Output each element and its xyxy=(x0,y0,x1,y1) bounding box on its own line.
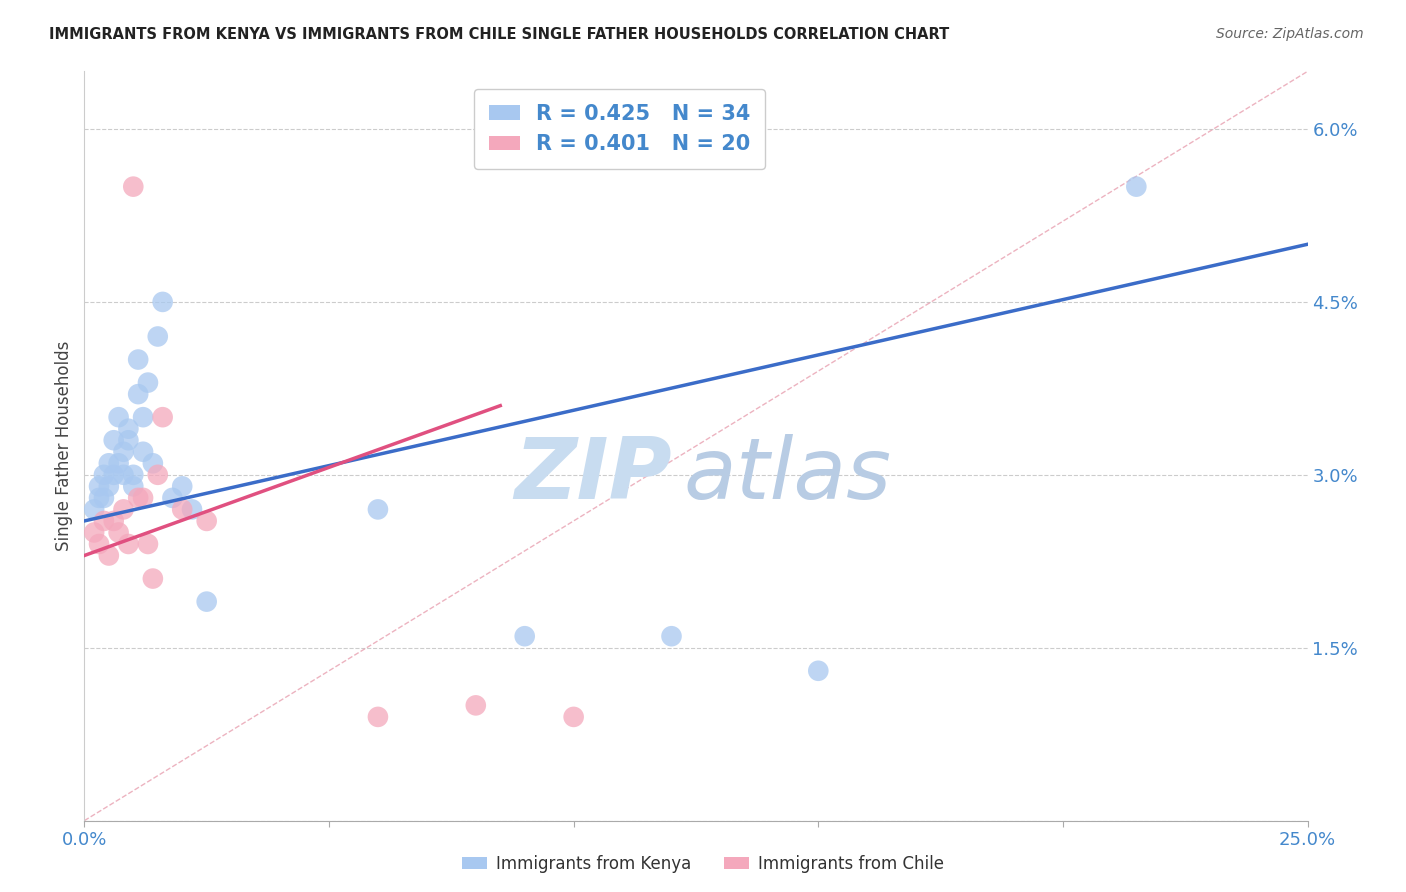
Point xyxy=(93,514,115,528)
Point xyxy=(103,514,125,528)
Point xyxy=(93,467,115,482)
Point xyxy=(97,479,120,493)
Point xyxy=(195,514,218,528)
Point xyxy=(107,525,129,540)
Point xyxy=(103,467,125,482)
Point xyxy=(103,434,125,448)
Point xyxy=(83,525,105,540)
Point xyxy=(661,629,683,643)
Point xyxy=(107,410,129,425)
Point xyxy=(127,352,149,367)
Point xyxy=(136,537,159,551)
Text: atlas: atlas xyxy=(683,434,891,517)
Point xyxy=(464,698,486,713)
Point xyxy=(93,491,115,505)
Point xyxy=(122,467,145,482)
Point xyxy=(87,491,110,505)
Point xyxy=(172,479,194,493)
Text: ZIP: ZIP xyxy=(513,434,672,517)
Point xyxy=(146,329,169,343)
Point xyxy=(107,456,129,470)
Point xyxy=(152,294,174,309)
Point xyxy=(162,491,184,505)
Point xyxy=(146,467,169,482)
Text: IMMIGRANTS FROM KENYA VS IMMIGRANTS FROM CHILE SINGLE FATHER HOUSEHOLDS CORRELAT: IMMIGRANTS FROM KENYA VS IMMIGRANTS FROM… xyxy=(49,27,949,42)
Point xyxy=(87,537,110,551)
Point xyxy=(87,479,110,493)
Point xyxy=(112,444,135,458)
Legend: Immigrants from Kenya, Immigrants from Chile: Immigrants from Kenya, Immigrants from C… xyxy=(456,848,950,880)
Text: Source: ZipAtlas.com: Source: ZipAtlas.com xyxy=(1216,27,1364,41)
Point xyxy=(117,537,139,551)
Point xyxy=(132,410,155,425)
Point xyxy=(122,179,145,194)
Legend: R = 0.425   N = 34, R = 0.401   N = 20: R = 0.425 N = 34, R = 0.401 N = 20 xyxy=(474,89,765,169)
Y-axis label: Single Father Households: Single Father Households xyxy=(55,341,73,551)
Point xyxy=(195,594,218,608)
Point xyxy=(172,502,194,516)
Point xyxy=(367,710,389,724)
Point xyxy=(136,376,159,390)
Point xyxy=(132,491,155,505)
Point xyxy=(97,456,120,470)
Point xyxy=(807,664,830,678)
Point xyxy=(83,502,105,516)
Point xyxy=(367,502,389,516)
Point xyxy=(142,456,165,470)
Point xyxy=(112,502,135,516)
Point xyxy=(513,629,536,643)
Point xyxy=(152,410,174,425)
Point xyxy=(127,387,149,401)
Point xyxy=(132,444,155,458)
Point xyxy=(97,549,120,563)
Point xyxy=(127,491,149,505)
Point xyxy=(562,710,585,724)
Point xyxy=(112,467,135,482)
Point xyxy=(117,422,139,436)
Point xyxy=(1125,179,1147,194)
Point xyxy=(122,479,145,493)
Point xyxy=(117,434,139,448)
Point xyxy=(181,502,204,516)
Point xyxy=(142,572,165,586)
